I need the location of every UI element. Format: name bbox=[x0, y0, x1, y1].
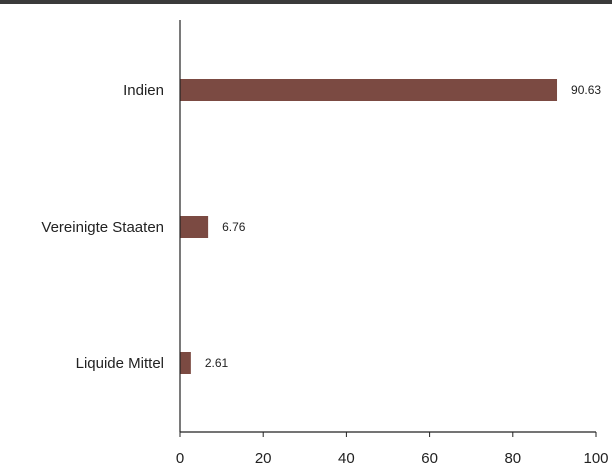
value-label: 6.76 bbox=[222, 220, 246, 234]
category-label: Liquide Mittel bbox=[76, 355, 164, 372]
x-ticks-layer: 0 20 40 60 80 100 bbox=[176, 432, 609, 467]
bar-2 bbox=[180, 352, 191, 374]
x-tick-label: 40 bbox=[338, 450, 355, 467]
top-rule bbox=[0, 0, 612, 4]
value-label: 2.61 bbox=[205, 356, 229, 370]
x-tick-label: 20 bbox=[255, 450, 272, 467]
category-label: Vereinigte Staaten bbox=[41, 219, 164, 236]
x-tick-label: 100 bbox=[583, 450, 608, 467]
bar-0 bbox=[180, 79, 558, 101]
bars-layer bbox=[180, 79, 558, 374]
value-label: 90.63 bbox=[571, 83, 601, 97]
x-tick-label: 0 bbox=[176, 450, 184, 467]
bar-1 bbox=[180, 216, 209, 238]
x-tick-label: 80 bbox=[504, 450, 521, 467]
category-label: Indien bbox=[123, 82, 164, 99]
x-tick-label: 60 bbox=[421, 450, 438, 467]
labels-layer: Indien 90.63 Vereinigte Staaten 6.76 Liquide… bbox=[41, 82, 601, 372]
